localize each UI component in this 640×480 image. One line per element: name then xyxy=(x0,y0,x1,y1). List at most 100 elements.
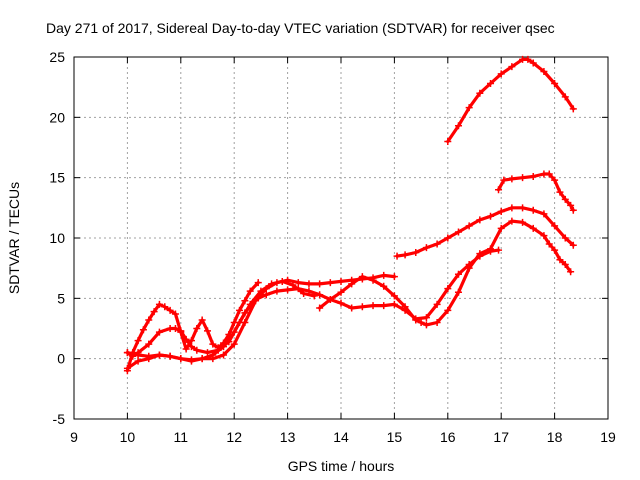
data-point xyxy=(204,327,211,335)
data-point xyxy=(358,273,366,281)
data-point xyxy=(161,303,169,311)
y-tick-label: 10 xyxy=(49,230,65,246)
data-point xyxy=(487,245,495,253)
data-point xyxy=(551,246,559,254)
data-point xyxy=(187,343,195,351)
data-point xyxy=(508,204,516,212)
data-point xyxy=(529,59,537,67)
data-point xyxy=(348,280,356,288)
series-arc-6 xyxy=(393,204,577,260)
data-point xyxy=(241,297,249,305)
data-point xyxy=(139,326,147,334)
data-point xyxy=(393,252,401,260)
data-point xyxy=(454,270,462,278)
data-point xyxy=(273,279,281,287)
x-tick-label: 14 xyxy=(333,429,349,445)
data-point xyxy=(123,364,131,372)
x-tick-label: 9 xyxy=(70,429,78,445)
x-tick-label: 10 xyxy=(120,429,136,445)
data-point xyxy=(561,261,569,269)
data-point xyxy=(337,299,345,307)
data-point xyxy=(465,104,473,112)
data-point xyxy=(561,93,569,101)
data-point xyxy=(294,279,302,287)
data-point xyxy=(433,240,441,248)
data-point xyxy=(220,343,228,351)
data-point xyxy=(401,303,409,311)
data-point xyxy=(422,314,430,322)
data-point xyxy=(551,80,559,88)
data-point xyxy=(177,355,185,363)
grid-lines xyxy=(74,57,608,419)
data-point xyxy=(561,234,569,242)
data-point xyxy=(187,337,195,345)
data-point xyxy=(284,276,292,284)
data-point xyxy=(230,340,238,348)
data-point xyxy=(209,351,217,359)
data-point xyxy=(422,321,430,329)
data-point xyxy=(567,268,575,276)
data-point xyxy=(569,206,577,214)
data-point xyxy=(177,327,185,335)
data-point xyxy=(540,67,548,75)
data-point xyxy=(166,306,174,314)
data-point xyxy=(454,288,462,296)
data-point xyxy=(529,224,537,232)
data-point xyxy=(569,105,577,113)
y-tick-label: 5 xyxy=(57,290,65,306)
data-point xyxy=(487,80,495,88)
data-point xyxy=(508,175,516,183)
series-arc-7 xyxy=(495,170,577,214)
x-tick-label: 17 xyxy=(493,429,509,445)
data-point xyxy=(134,351,142,359)
data-point xyxy=(380,271,388,279)
data-point xyxy=(390,300,398,308)
data-point xyxy=(369,302,377,310)
data-point xyxy=(540,232,548,240)
y-axis-label: SDTVAR / TECUs xyxy=(6,182,22,294)
data-point xyxy=(401,251,409,259)
data-point xyxy=(209,340,217,348)
data-point xyxy=(252,296,260,304)
series-arc-5 xyxy=(316,217,575,329)
data-point xyxy=(380,302,388,310)
data-point xyxy=(145,340,153,348)
data-point xyxy=(294,285,302,293)
data-point xyxy=(551,222,559,230)
axis-ticks: 9 10 11 12 13 14 15 16 17 18 19 -5 0 5 10 15 20 25 xyxy=(49,49,616,445)
data-point xyxy=(519,218,527,226)
data-point xyxy=(316,304,324,312)
data-point xyxy=(316,280,324,288)
data-point xyxy=(145,316,153,324)
data-point xyxy=(155,300,163,308)
data-point xyxy=(476,89,484,97)
data-point xyxy=(545,240,553,248)
data-point xyxy=(545,170,553,178)
data-point xyxy=(556,188,564,196)
data-point xyxy=(508,217,516,225)
data-point xyxy=(465,222,473,230)
data-point xyxy=(454,228,462,236)
data-point xyxy=(358,303,366,311)
data-point xyxy=(497,207,505,215)
data-point xyxy=(569,241,577,249)
data-point xyxy=(262,291,270,299)
data-point xyxy=(369,276,377,284)
data-point xyxy=(236,306,244,314)
data-point xyxy=(145,352,153,360)
data-series xyxy=(123,55,577,375)
data-point xyxy=(273,287,281,295)
data-point xyxy=(495,186,503,194)
data-point xyxy=(246,287,254,295)
data-point xyxy=(220,351,228,359)
data-point xyxy=(495,246,503,254)
series-line xyxy=(318,219,573,327)
y-tick-label: 25 xyxy=(49,49,65,65)
data-point xyxy=(348,304,356,312)
data-point xyxy=(254,279,262,287)
data-point xyxy=(519,204,527,212)
data-point xyxy=(412,248,420,256)
x-axis-label: GPS time / hours xyxy=(288,458,395,474)
